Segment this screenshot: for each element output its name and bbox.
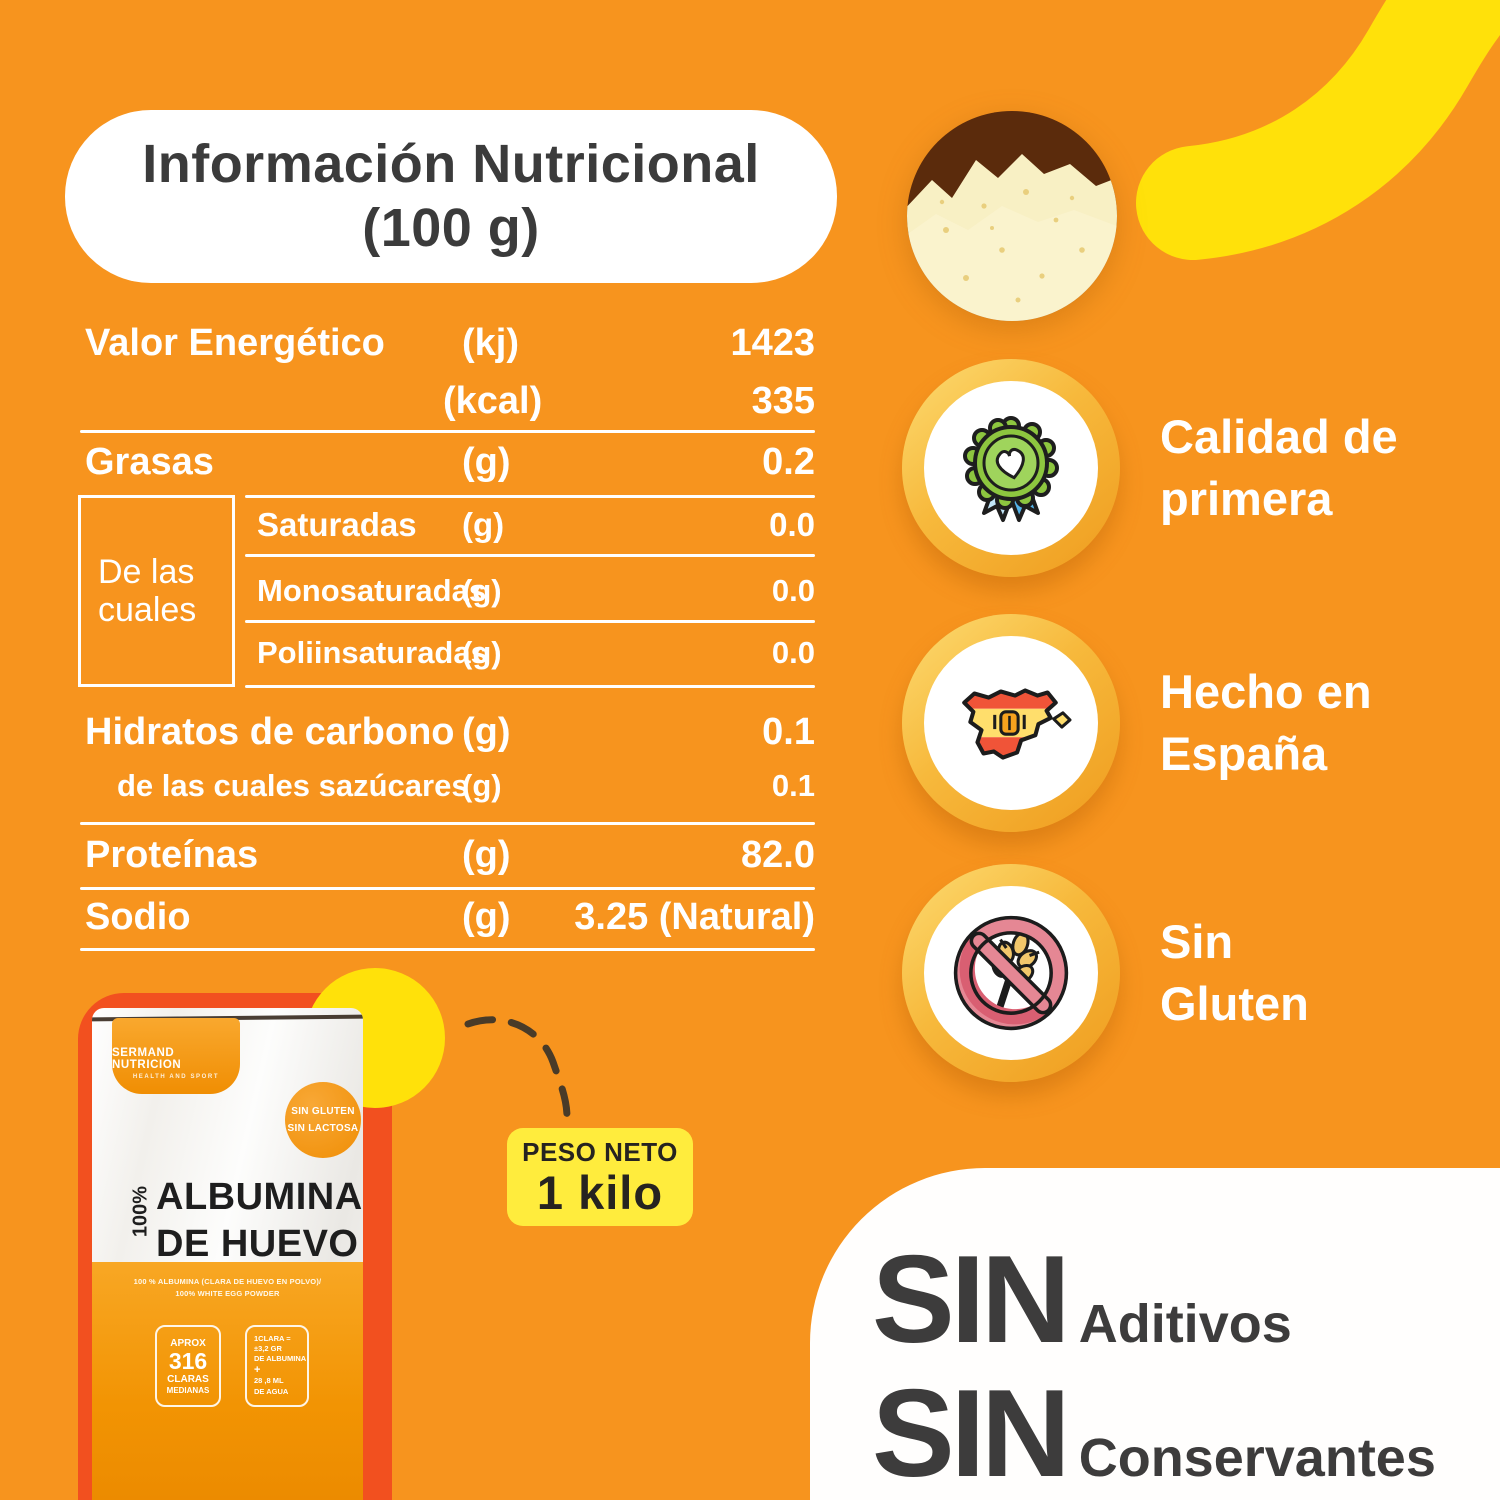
row-label: Grasas [85,441,214,483]
table-row-monosaturadas: Monosaturadas (g) 0.0 [257,573,815,609]
row-value: 335 [751,380,815,422]
powder-photo-image [907,111,1117,321]
row-value: 0.0 [771,635,815,670]
table-divider [80,822,815,825]
claim-sin-aditivos: SIN Aditivos [872,1231,1292,1369]
table-divider [245,685,815,688]
nutrition-title-box: Información Nutricional (100 g) [65,110,837,283]
feature-gluten: Sin Gluten [902,862,1309,1084]
table-row-sodio: Sodio (g) 3.25 (Natural) [85,896,815,939]
row-value: 0.0 [771,573,815,608]
no-gluten-icon [953,915,1069,1031]
group-label: De las cuales [98,552,197,629]
row-unit: (g) [462,506,505,543]
page-title-line1: Información Nutricional [142,133,760,194]
row-label: Hidratos de carbono [85,711,455,753]
row-label: Saturadas [257,506,417,543]
table-row-valor-energetico: Valor Energético (kj) 1423 [85,322,815,365]
row-unit: (g) [462,441,511,483]
table-divider [80,948,815,951]
bag-brand-label: SERMAND NUTRICION HEALTH AND SPORT [112,1018,240,1094]
badge-inner-circle [924,886,1098,1060]
table-row-azucares: de las cuales sazúcares (g) 0.1 [117,768,815,804]
row-unit: (g) [462,573,502,608]
table-row-hidratos: Hidratos de carbono (g) 0.1 [85,711,815,754]
row-unit: (g) [462,711,511,753]
row-label: Poliinsaturadas [257,635,488,670]
table-divider [245,495,815,498]
row-value: 0.0 [769,506,815,543]
table-row-grasas: Grasas (g) 0.2 [85,441,815,484]
brand-name: SERMAND NUTRICION [112,1047,182,1071]
bag-claim-circle: SIN GLUTEN SIN LACTOSA [285,1082,361,1158]
row-value: 3.25 (Natural) [574,896,815,938]
bag-percent-vertical: 100% [129,1185,152,1238]
feature-label-spain: Hecho en España [1160,664,1372,781]
table-row-poliinsaturadas: Poliinsaturadas (g) 0.0 [257,635,815,671]
table-row-proteinas: Proteínas (g) 82.0 [85,834,815,877]
table-divider [80,887,815,890]
row-unit: (kj) [462,322,519,364]
bag-spec-box-claras: APROX 316 CLARAS MEDIANAS [155,1325,221,1407]
row-value: 82.0 [741,834,815,876]
row-unit: (g) [462,896,511,938]
bag-product-name: ALBUMINA DE HUEVO [156,1176,363,1266]
row-value: 1423 [730,322,815,364]
quality-medal-icon [963,416,1059,522]
badge-inner-circle [924,636,1098,810]
feature-spain: Hecho en España [902,612,1372,834]
table-divider [245,554,815,557]
row-unit: (kcal) [443,380,543,422]
bag-spec-box-equivalencia: 1CLARA = ±3,2 GR DE ALBUMINA + 28 ,8 ML … [245,1325,309,1407]
feature-label-quality: Calidad de primera [1160,409,1398,526]
row-value: 0.1 [762,711,815,753]
net-weight-tag: PESO NETO 1 kilo [507,1128,693,1226]
page-title-line2: (100 g) [362,197,540,258]
row-label: Monosaturadas [257,573,487,608]
brand-subtitle: HEALTH AND SPORT [132,1074,220,1080]
bag-subtitle: 100 % ALBUMINA (CLARA DE HUEVO EN POLVO)… [133,1277,322,1298]
table-divider [80,430,815,433]
feature-label-gluten: Sin Gluten [1160,914,1309,1031]
product-bag: SERMAND NUTRICION HEALTH AND SPORT SIN G… [92,1008,363,1500]
row-value: 0.1 [771,768,815,803]
badge-inner-circle [924,381,1098,555]
claim-sin-conservantes: SIN Conservantes [872,1365,1436,1500]
spain-map-icon [962,688,1072,760]
de-las-cuales-group-box: De las cuales [78,495,235,687]
bag-bottom-panel: 100 % ALBUMINA (CLARA DE HUEVO EN POLVO)… [92,1262,363,1500]
row-unit: (g) [462,635,502,670]
table-row-saturadas: Saturadas (g) 0.0 [257,506,815,544]
row-value: 0.2 [762,441,815,483]
row-label: Sodio [85,896,191,938]
row-unit: (g) [462,834,511,876]
row-unit: (g) [462,768,502,803]
row-label: Valor Energético [85,322,385,364]
table-divider [245,620,815,623]
row-label: Proteínas [85,834,259,876]
feature-quality: Calidad de primera [902,357,1398,579]
badge-ring [902,359,1120,577]
badge-ring [902,864,1120,1082]
row-label: de las cuales sazúcares [117,768,469,803]
powder-photo [906,110,1118,322]
badge-ring [902,614,1120,832]
claims-panel: SIN Aditivos SIN Conservantes [810,1168,1500,1500]
